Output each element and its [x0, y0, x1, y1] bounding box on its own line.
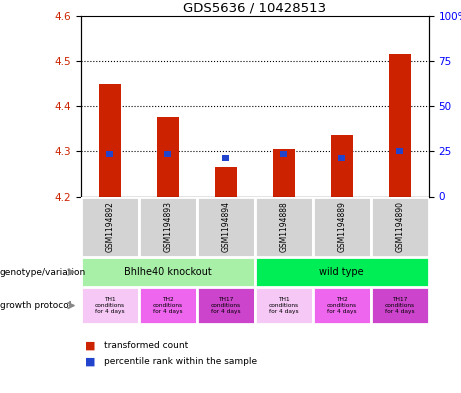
- Title: GDS5636 / 10428513: GDS5636 / 10428513: [183, 2, 326, 15]
- Text: TH17
conditions
for 4 days: TH17 conditions for 4 days: [384, 297, 415, 314]
- Bar: [338, 155, 345, 161]
- FancyBboxPatch shape: [197, 196, 254, 257]
- Text: ■: ■: [85, 341, 96, 351]
- Text: GSM1194888: GSM1194888: [279, 202, 288, 252]
- Text: percentile rank within the sample: percentile rank within the sample: [104, 357, 257, 366]
- Text: GSM1194889: GSM1194889: [337, 202, 346, 252]
- FancyBboxPatch shape: [197, 287, 254, 324]
- Bar: [396, 149, 403, 154]
- FancyBboxPatch shape: [313, 287, 371, 324]
- FancyBboxPatch shape: [371, 196, 429, 257]
- FancyBboxPatch shape: [81, 257, 254, 287]
- Text: GSM1194894: GSM1194894: [221, 202, 230, 252]
- Text: genotype/variation: genotype/variation: [0, 268, 86, 277]
- FancyBboxPatch shape: [254, 287, 313, 324]
- Bar: [222, 155, 230, 161]
- Text: TH2
conditions
for 4 days: TH2 conditions for 4 days: [327, 297, 357, 314]
- Bar: [215, 167, 236, 196]
- Bar: [157, 118, 179, 196]
- FancyBboxPatch shape: [254, 196, 313, 257]
- Bar: [164, 151, 171, 156]
- FancyBboxPatch shape: [139, 196, 197, 257]
- Text: wild type: wild type: [319, 267, 364, 277]
- FancyBboxPatch shape: [371, 287, 429, 324]
- Text: transformed count: transformed count: [104, 342, 188, 350]
- Text: GSM1194890: GSM1194890: [395, 202, 404, 252]
- Text: TH17
conditions
for 4 days: TH17 conditions for 4 days: [211, 297, 241, 314]
- FancyBboxPatch shape: [254, 257, 429, 287]
- Text: Bhlhe40 knockout: Bhlhe40 knockout: [124, 267, 212, 277]
- Text: TH1
conditions
for 4 days: TH1 conditions for 4 days: [95, 297, 125, 314]
- Text: TH1
conditions
for 4 days: TH1 conditions for 4 days: [269, 297, 299, 314]
- Text: ■: ■: [85, 356, 96, 367]
- FancyBboxPatch shape: [313, 196, 371, 257]
- Bar: [280, 151, 288, 156]
- Text: GSM1194893: GSM1194893: [163, 202, 172, 252]
- Text: GSM1194892: GSM1194892: [105, 202, 114, 252]
- Bar: [331, 136, 353, 196]
- FancyBboxPatch shape: [81, 196, 139, 257]
- Bar: [99, 84, 121, 196]
- Text: TH2
conditions
for 4 days: TH2 conditions for 4 days: [153, 297, 183, 314]
- FancyBboxPatch shape: [139, 287, 197, 324]
- Bar: [273, 149, 295, 196]
- Text: growth protocol: growth protocol: [0, 301, 71, 310]
- Bar: [389, 54, 411, 196]
- FancyBboxPatch shape: [81, 287, 139, 324]
- Bar: [106, 151, 113, 156]
